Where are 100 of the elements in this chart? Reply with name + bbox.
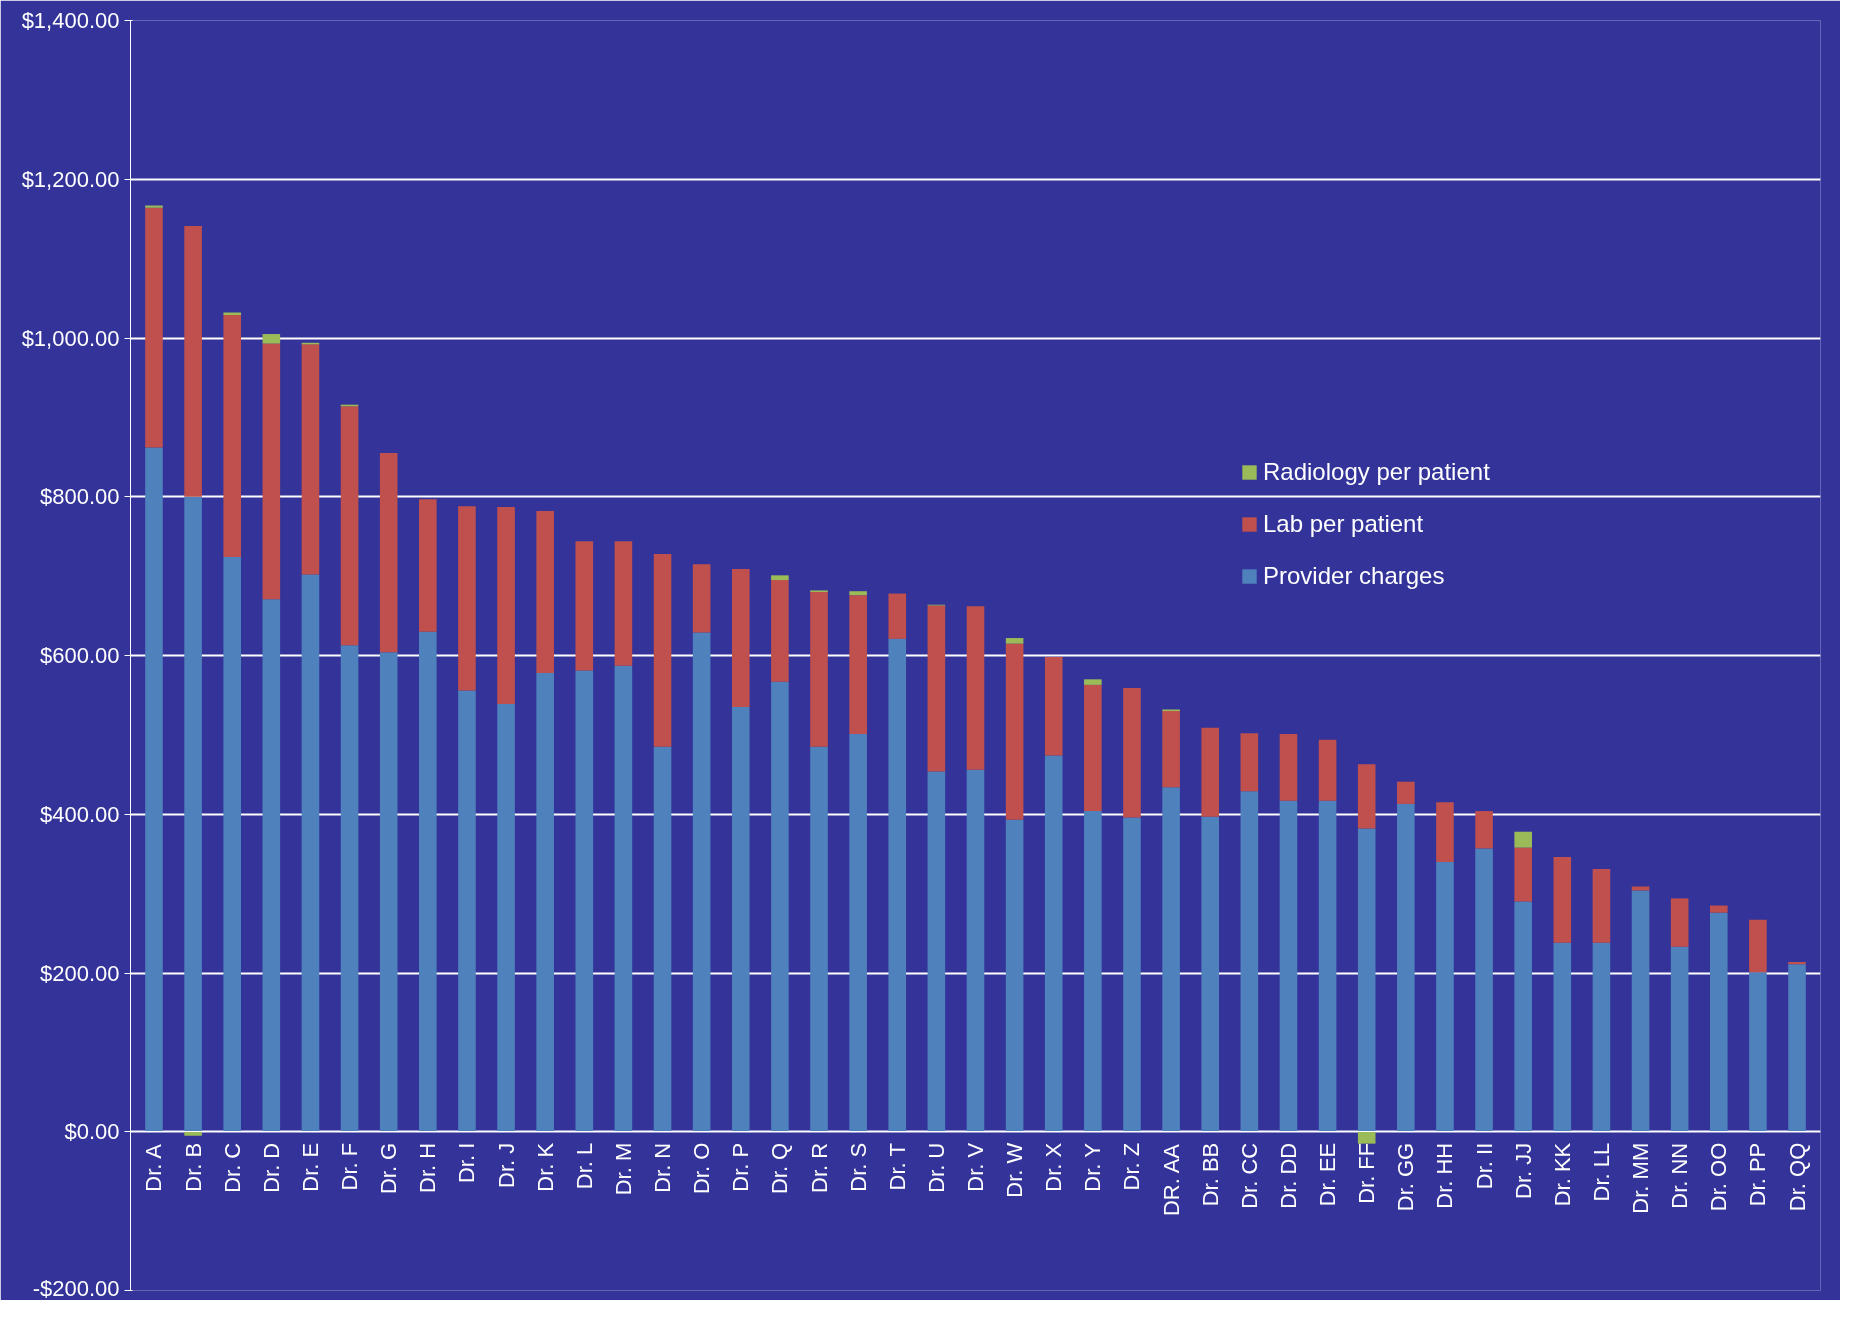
x-tick-label: Dr. T [884,1143,910,1191]
bar [1123,817,1141,1132]
bar [379,652,398,1132]
bar [184,1131,202,1136]
x-tick-label: Dr. J [493,1142,519,1188]
bar [653,553,672,747]
x-tick-label: Dr. W [1002,1142,1028,1198]
bar [927,771,946,1132]
bar [966,606,985,770]
bar [1553,857,1572,943]
x-tick-label: Dr. V [963,1142,988,1192]
y-tick-label: $1,400.00 [21,8,120,33]
bar [849,734,867,1132]
bar [614,665,633,1132]
bar [301,344,320,575]
bar [1749,972,1767,1132]
bar [1005,643,1024,820]
y-tick-label: $800.00 [39,484,120,510]
bar [1240,733,1259,792]
y-tick-label: $200.00 [39,960,120,986]
x-tick-label: Dr. C [219,1142,245,1193]
bar [223,314,242,558]
bar [771,580,789,682]
bar [1592,869,1611,943]
bar [1670,898,1689,947]
bar [810,746,828,1132]
bar [145,205,163,208]
x-tick-label: Dr. F [337,1142,363,1191]
x-tick-label: Dr. CC [1236,1142,1262,1209]
x-tick-label: Dr. KK [1549,1142,1575,1207]
bar [184,226,202,497]
bar [458,506,476,691]
bar [497,703,515,1132]
x-tick-label: Dr. N [650,1142,676,1193]
bar [1475,811,1493,849]
bar [379,453,398,653]
x-tick-label: Dr. S [845,1142,871,1192]
bar [1357,764,1376,829]
x-tick-label: Dr. Z [1119,1142,1145,1191]
x-tick-label: Dr. X [1041,1142,1067,1192]
x-tick-label: Dr. FF [1354,1142,1380,1204]
bar [1397,803,1415,1132]
bar [1162,787,1180,1132]
x-tick-label: Dr. L [571,1142,597,1190]
bar [1044,755,1063,1132]
x-tick-label: Dr. H [415,1142,441,1193]
bar [262,334,281,344]
bar [1670,946,1689,1132]
bar [340,645,359,1132]
bar [458,690,476,1132]
bar [810,592,828,747]
x-tick-label: Dr. BB [1197,1142,1223,1207]
bar [1005,638,1024,644]
legend-label: Radiology per patient [1263,458,1490,486]
x-tick-label: Dr. B [180,1142,206,1192]
bar [340,406,359,646]
bar [1084,684,1102,812]
bar [1514,847,1532,902]
bar [262,343,281,600]
bar [145,447,163,1132]
x-tick-label: Dr. G [376,1142,402,1195]
bar [575,541,594,671]
bar [1044,657,1063,756]
bar [771,681,789,1132]
x-tick-label: Dr. DD [1275,1142,1301,1209]
x-tick-label: Dr. A [141,1143,167,1192]
bar [771,575,789,581]
bar [1436,861,1454,1132]
bar [692,564,711,633]
x-tick-label: Dr. NN [1667,1142,1693,1209]
bar [1279,734,1298,801]
y-tick-label: $600.00 [39,643,120,668]
legend-label: Provider charges [1263,562,1445,590]
bar [1318,739,1337,801]
bar [653,746,672,1132]
bar [888,638,907,1132]
x-tick-label: Dr. I [454,1142,480,1184]
bar [419,631,437,1132]
x-tick-label: Dr. P [728,1142,754,1192]
bar [888,593,907,639]
bar [575,670,594,1132]
bar [1514,831,1532,848]
bar [223,557,242,1132]
x-tick-label: Dr. GG [1393,1142,1419,1212]
legend-label: Lab per patient [1263,510,1424,538]
bar [1084,811,1102,1132]
bar [1592,942,1611,1132]
x-tick-label: Dr. PP [1745,1142,1771,1207]
bar [1201,816,1220,1132]
y-tick-label: -$200.00 [32,1275,120,1301]
x-tick-label: Dr. JJ [1510,1142,1536,1199]
bar [1631,890,1650,1132]
bar [1162,711,1180,788]
bar [1436,802,1454,862]
bar [1318,800,1337,1132]
bar [536,672,554,1132]
bar [1631,886,1650,891]
bar [497,507,515,704]
bar [1357,828,1376,1132]
bar [262,599,281,1132]
